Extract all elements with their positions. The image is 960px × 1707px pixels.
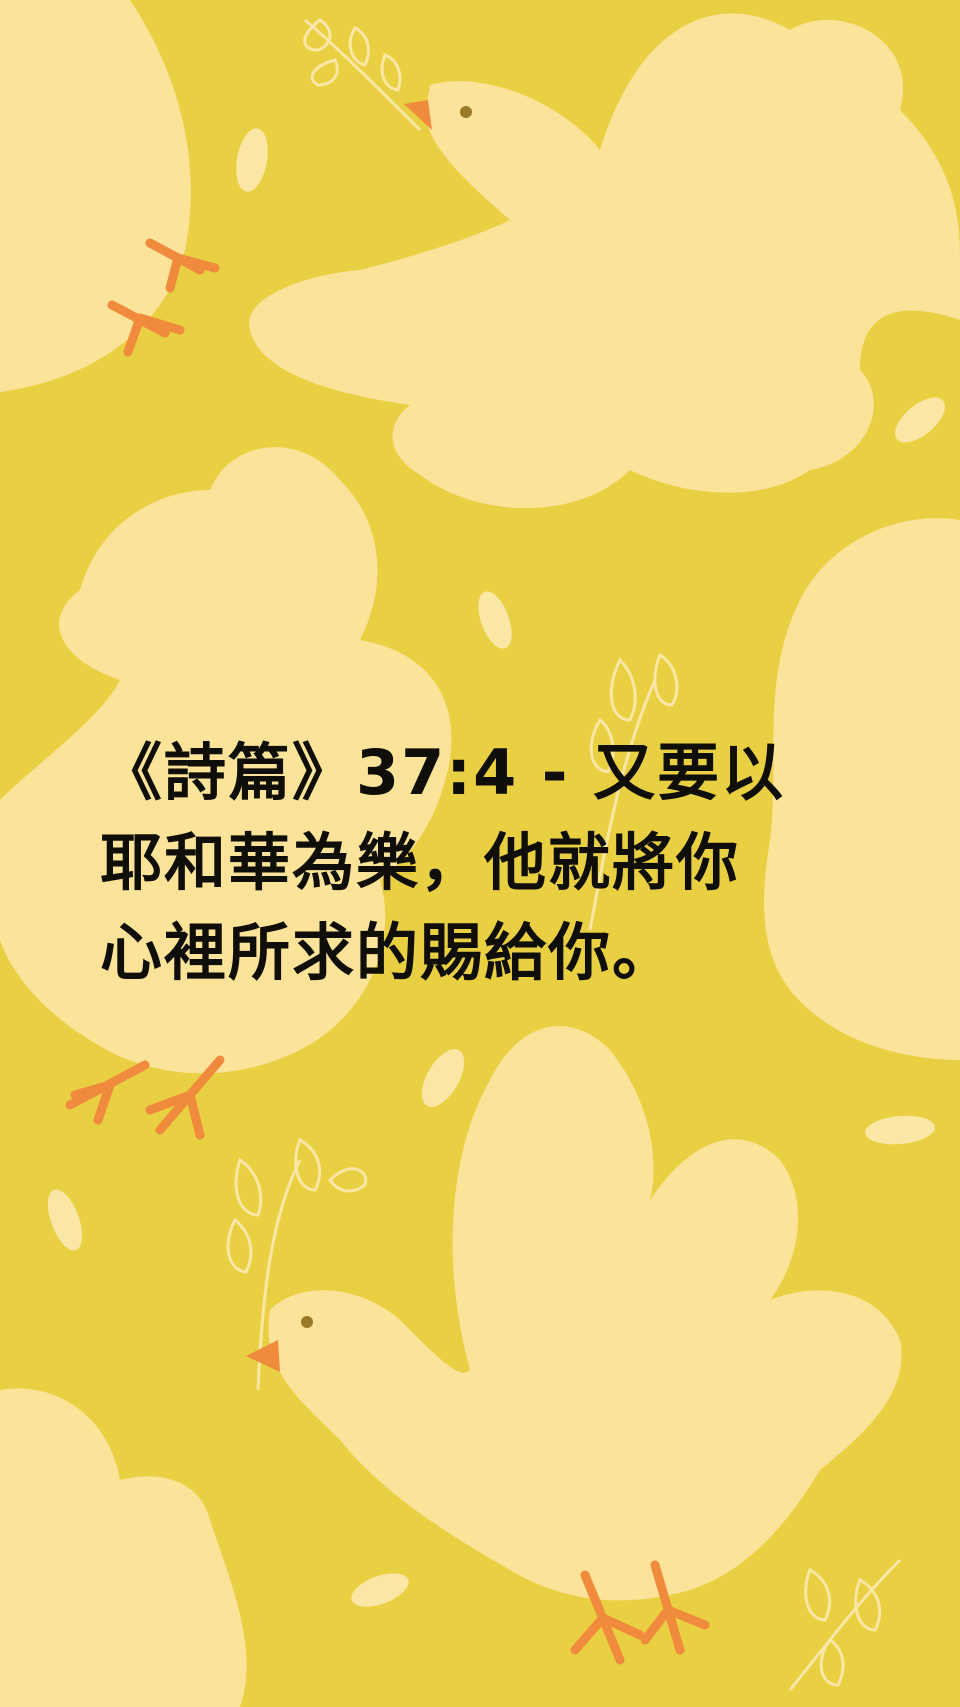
- verse-line-3: 心裡所求的賜給你。: [100, 916, 677, 989]
- olive-branch-icon-middle: [588, 652, 679, 931]
- bible-verse-text: 《詩篇》37:4 - 又要以 耶和華為樂，他就將你 心裡所求的賜給你。: [100, 728, 890, 998]
- olive-branch-icon-bottom-right: [788, 1558, 902, 1691]
- dove-illustration-top-left: [0, 0, 220, 392]
- olive-branch-icon-top: [303, 18, 422, 132]
- dove-illustration-bottom: [246, 1026, 902, 1665]
- dove-illustration-bottom-left: [0, 1388, 247, 1707]
- dove-illustration-middle-right: [764, 518, 960, 1060]
- dove-illustration-middle-left: [0, 447, 452, 1140]
- verse-line-1: 《詩篇》37:4 - 又要以: [100, 736, 786, 809]
- leaf-icon-group: [47, 128, 945, 1607]
- verse-line-2: 耶和華為樂，他就將你: [100, 826, 741, 899]
- dove-illustration-top-right: [248, 13, 960, 509]
